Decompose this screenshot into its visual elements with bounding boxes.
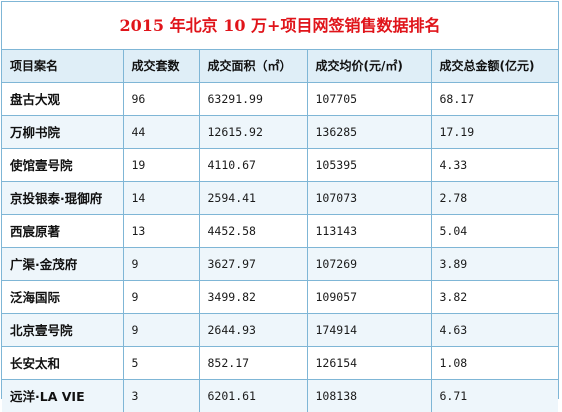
table-row: 西宸原著 13 4452.58 113143 5.04: [2, 213, 558, 248]
cell-units-sold: 14: [122, 180, 200, 215]
cell-project-name: 广渠·金茂府: [2, 246, 124, 281]
cell-avg-price: 107269: [306, 246, 432, 281]
cell-total-amount: 5.04: [430, 213, 558, 248]
cell-area: 12615.92: [198, 114, 308, 149]
table-row: 盘古大观 96 63291.99 107705 68.17: [2, 82, 558, 116]
header-area: 成交面积（㎡）: [198, 50, 308, 83]
table-row: 泛海国际 9 3499.82 109057 3.82: [2, 279, 558, 314]
cell-project-name: 泛海国际: [2, 279, 124, 314]
cell-avg-price: 136285: [306, 114, 432, 149]
table-row: 京投银泰·琨御府 14 2594.41 107073 2.78: [2, 180, 558, 215]
cell-project-name: 远洋·LA VIE: [2, 378, 124, 412]
cell-total-amount: 4.63: [430, 312, 558, 347]
cell-total-amount: 3.82: [430, 279, 558, 314]
cell-total-amount: 17.19: [430, 114, 558, 149]
cell-area: 63291.99: [198, 82, 308, 116]
cell-total-amount: 68.17: [430, 82, 558, 116]
cell-units-sold: 9: [122, 312, 200, 347]
cell-avg-price: 126154: [306, 345, 432, 380]
table-row: 万柳书院 44 12615.92 136285 17.19: [2, 114, 558, 149]
cell-area: 6201.61: [198, 378, 308, 412]
cell-avg-price: 174914: [306, 312, 432, 347]
cell-total-amount: 2.78: [430, 180, 558, 215]
cell-project-name: 西宸原著: [2, 213, 124, 248]
cell-area: 2644.93: [198, 312, 308, 347]
header-units-sold: 成交套数: [122, 50, 200, 83]
header-avg-price: 成交均价(元/㎡): [306, 50, 432, 83]
cell-total-amount: 1.08: [430, 345, 558, 380]
cell-avg-price: 105395: [306, 147, 432, 182]
cell-project-name: 盘古大观: [2, 82, 124, 116]
cell-area: 3499.82: [198, 279, 308, 314]
cell-project-name: 万柳书院: [2, 114, 124, 149]
cell-avg-price: 109057: [306, 279, 432, 314]
cell-units-sold: 96: [122, 82, 200, 116]
cell-project-name: 京投银泰·琨御府: [2, 180, 124, 215]
table-row: 广渠·金茂府 9 3627.97 107269 3.89: [2, 246, 558, 281]
table-title: 2015 年北京 10 万+项目网签销售数据排名: [2, 2, 558, 50]
cell-area: 852.17: [198, 345, 308, 380]
cell-project-name: 北京壹号院: [2, 312, 124, 347]
cell-avg-price: 107073: [306, 180, 432, 215]
cell-units-sold: 19: [122, 147, 200, 182]
cell-area: 2594.41: [198, 180, 308, 215]
cell-total-amount: 4.33: [430, 147, 558, 182]
cell-units-sold: 9: [122, 246, 200, 281]
cell-area: 3627.97: [198, 246, 308, 281]
cell-units-sold: 13: [122, 213, 200, 248]
cell-area: 4110.67: [198, 147, 308, 182]
cell-total-amount: 6.71: [430, 378, 558, 412]
cell-area: 4452.58: [198, 213, 308, 248]
table-row: 长安太和 5 852.17 126154 1.08: [2, 345, 558, 380]
ranking-table: 项目案名 成交套数 成交面积（㎡） 成交均价(元/㎡) 成交总金额(亿元) 盘古…: [2, 50, 558, 412]
cell-units-sold: 44: [122, 114, 200, 149]
cell-total-amount: 3.89: [430, 246, 558, 281]
header-project-name: 项目案名: [2, 50, 124, 83]
table-row: 使馆壹号院 19 4110.67 105395 4.33: [2, 147, 558, 182]
cell-avg-price: 108138: [306, 378, 432, 412]
header-total-amount: 成交总金额(亿元): [430, 50, 558, 83]
table-row: 远洋·LA VIE 3 6201.61 108138 6.71: [2, 378, 558, 412]
cell-units-sold: 5: [122, 345, 200, 380]
cell-project-name: 长安太和: [2, 345, 124, 380]
table-row: 北京壹号院 9 2644.93 174914 4.63: [2, 312, 558, 347]
cell-avg-price: 113143: [306, 213, 432, 248]
cell-units-sold: 9: [122, 279, 200, 314]
cell-project-name: 使馆壹号院: [2, 147, 124, 182]
cell-avg-price: 107705: [306, 82, 432, 116]
header-row: 项目案名 成交套数 成交面积（㎡） 成交均价(元/㎡) 成交总金额(亿元): [2, 50, 558, 83]
cell-units-sold: 3: [122, 378, 200, 412]
